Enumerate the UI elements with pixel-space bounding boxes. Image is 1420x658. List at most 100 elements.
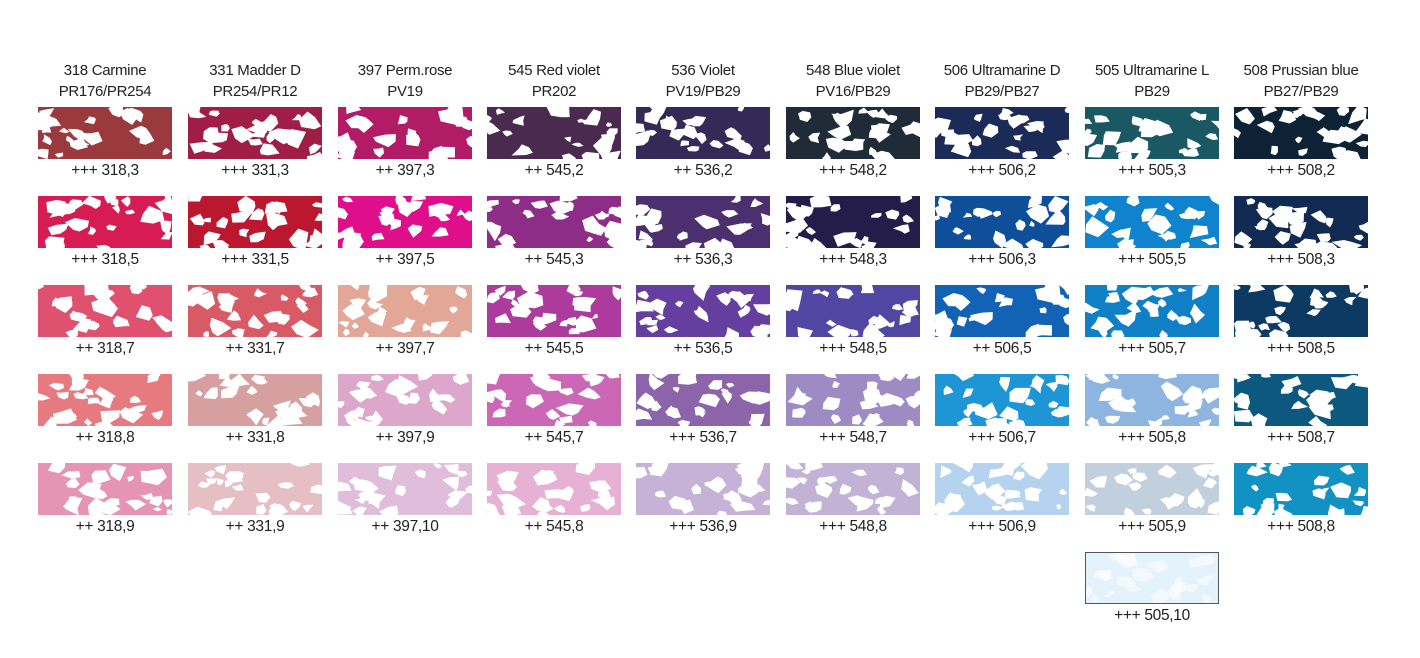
color-swatch	[1234, 374, 1368, 426]
color-name: 508 Prussian blue	[1243, 62, 1359, 79]
column-header: 318 Carmine PR176/PR254	[24, 60, 186, 102]
swatch-code-label: +++ 508,2	[1267, 162, 1335, 179]
color-swatch	[786, 285, 920, 337]
color-swatch	[338, 463, 472, 515]
color-swatch	[1234, 285, 1368, 337]
color-swatch	[487, 285, 621, 337]
color-swatch	[636, 107, 770, 159]
swatch-code-label: +++ 508,8	[1267, 518, 1335, 535]
swatch-code-label: +++ 506,9	[968, 518, 1036, 535]
swatch-code-label: ++ 397,9	[375, 429, 435, 446]
color-name: 536 Violet	[671, 62, 735, 79]
swatch-code-label: ++ 506,5	[972, 340, 1032, 357]
swatch-code-label: +++ 548,5	[819, 340, 887, 357]
swatch-code-label: ++ 536,3	[673, 251, 733, 268]
color-swatch	[487, 107, 621, 159]
color-swatch	[786, 374, 920, 426]
swatch-code-label: +++ 508,7	[1267, 429, 1335, 446]
color-swatch	[338, 196, 472, 248]
color-swatch	[487, 374, 621, 426]
swatch-code-label: ++ 545,8	[524, 518, 584, 535]
swatch-code-label: ++ 545,5	[524, 340, 584, 357]
color-swatch	[338, 107, 472, 159]
swatch-code-label: +++ 505,5	[1118, 251, 1186, 268]
swatch-code-label: +++ 505,10	[1114, 607, 1190, 624]
pigment-codes: PR202	[531, 83, 577, 100]
color-swatch	[636, 463, 770, 515]
color-swatch	[38, 463, 172, 515]
color-swatch	[338, 285, 472, 337]
color-swatch	[1085, 552, 1219, 604]
pigment-codes: PB29	[1134, 83, 1170, 100]
swatch-code-label: +++ 548,3	[819, 251, 887, 268]
color-swatch	[636, 285, 770, 337]
swatch-code-label: +++ 548,7	[819, 429, 887, 446]
swatch-code-label: ++ 318,7	[75, 340, 135, 357]
column-header: 508 Prussian blue PB27/PB29	[1220, 60, 1382, 102]
swatch-code-label: ++ 318,8	[75, 429, 135, 446]
swatch-code-label: +++ 318,3	[71, 162, 139, 179]
swatch-code-label: ++ 331,8	[225, 429, 285, 446]
pigment-codes: PV19/PB29	[665, 83, 741, 100]
swatch-code-label: ++ 536,2	[673, 162, 733, 179]
color-swatch	[935, 463, 1069, 515]
color-name: 545 Red violet	[508, 62, 600, 79]
pigment-codes: PV19	[387, 83, 423, 100]
swatch-code-label: ++ 397,10	[371, 518, 439, 535]
color-swatch	[935, 196, 1069, 248]
swatch-code-label: ++ 397,5	[375, 251, 435, 268]
swatch-code-label: +++ 548,2	[819, 162, 887, 179]
swatch-code-label: +++ 508,3	[1267, 251, 1335, 268]
color-swatch	[188, 374, 322, 426]
swatch-code-label: +++ 506,7	[968, 429, 1036, 446]
swatch-code-label: ++ 318,9	[75, 518, 135, 535]
swatch-code-label: ++ 545,2	[524, 162, 584, 179]
swatch-code-label: ++ 397,3	[375, 162, 435, 179]
swatch-code-label: +++ 331,3	[221, 162, 289, 179]
swatch-code-label: ++ 545,7	[524, 429, 584, 446]
pigment-codes: PV16/PB29	[815, 83, 891, 100]
color-swatch	[935, 107, 1069, 159]
column-header: 505 Ultramarine L PB29	[1071, 60, 1233, 102]
color-swatch	[188, 463, 322, 515]
color-swatch	[786, 196, 920, 248]
column-header: 397 Perm.rose PV19	[324, 60, 486, 102]
color-swatch	[38, 374, 172, 426]
column-header: 506 Ultramarine D PB29/PB27	[921, 60, 1083, 102]
swatch-code-label: +++ 506,2	[968, 162, 1036, 179]
color-name: 506 Ultramarine D	[943, 62, 1061, 79]
swatch-code-label: ++ 331,9	[225, 518, 285, 535]
swatch-code-label: +++ 505,8	[1118, 429, 1186, 446]
swatch-code-label: +++ 548,8	[819, 518, 887, 535]
color-swatch	[338, 374, 472, 426]
swatch-code-label: +++ 506,3	[968, 251, 1036, 268]
color-name: 331 Madder D	[209, 62, 301, 79]
color-swatch	[38, 196, 172, 248]
color-swatch	[1085, 374, 1219, 426]
pigment-codes: PB29/PB27	[964, 83, 1040, 100]
swatch-code-label: +++ 505,9	[1118, 518, 1186, 535]
pigment-codes: PB27/PB29	[1263, 83, 1339, 100]
color-swatch	[935, 374, 1069, 426]
swatch-code-label: ++ 331,7	[225, 340, 285, 357]
swatch-code-label: ++ 397,7	[375, 340, 435, 357]
color-swatch	[188, 285, 322, 337]
color-swatch	[636, 196, 770, 248]
swatch-code-label: +++ 505,7	[1118, 340, 1186, 357]
color-swatch	[1234, 463, 1368, 515]
swatch-code-label: +++ 536,7	[669, 429, 737, 446]
color-swatch	[1234, 107, 1368, 159]
pigment-codes: PR254/PR12	[212, 83, 298, 100]
color-swatch	[1085, 463, 1219, 515]
color-swatch	[1085, 107, 1219, 159]
color-swatch	[38, 285, 172, 337]
color-swatch	[1234, 196, 1368, 248]
swatch-code-label: +++ 505,3	[1118, 162, 1186, 179]
column-header: 545 Red violet PR202	[473, 60, 635, 102]
swatch-code-label: +++ 508,5	[1267, 340, 1335, 357]
color-swatch	[1085, 196, 1219, 248]
color-swatch	[487, 463, 621, 515]
color-name: 548 Blue violet	[806, 62, 900, 79]
color-swatch	[1085, 285, 1219, 337]
swatch-code-label: ++ 536,5	[673, 340, 733, 357]
